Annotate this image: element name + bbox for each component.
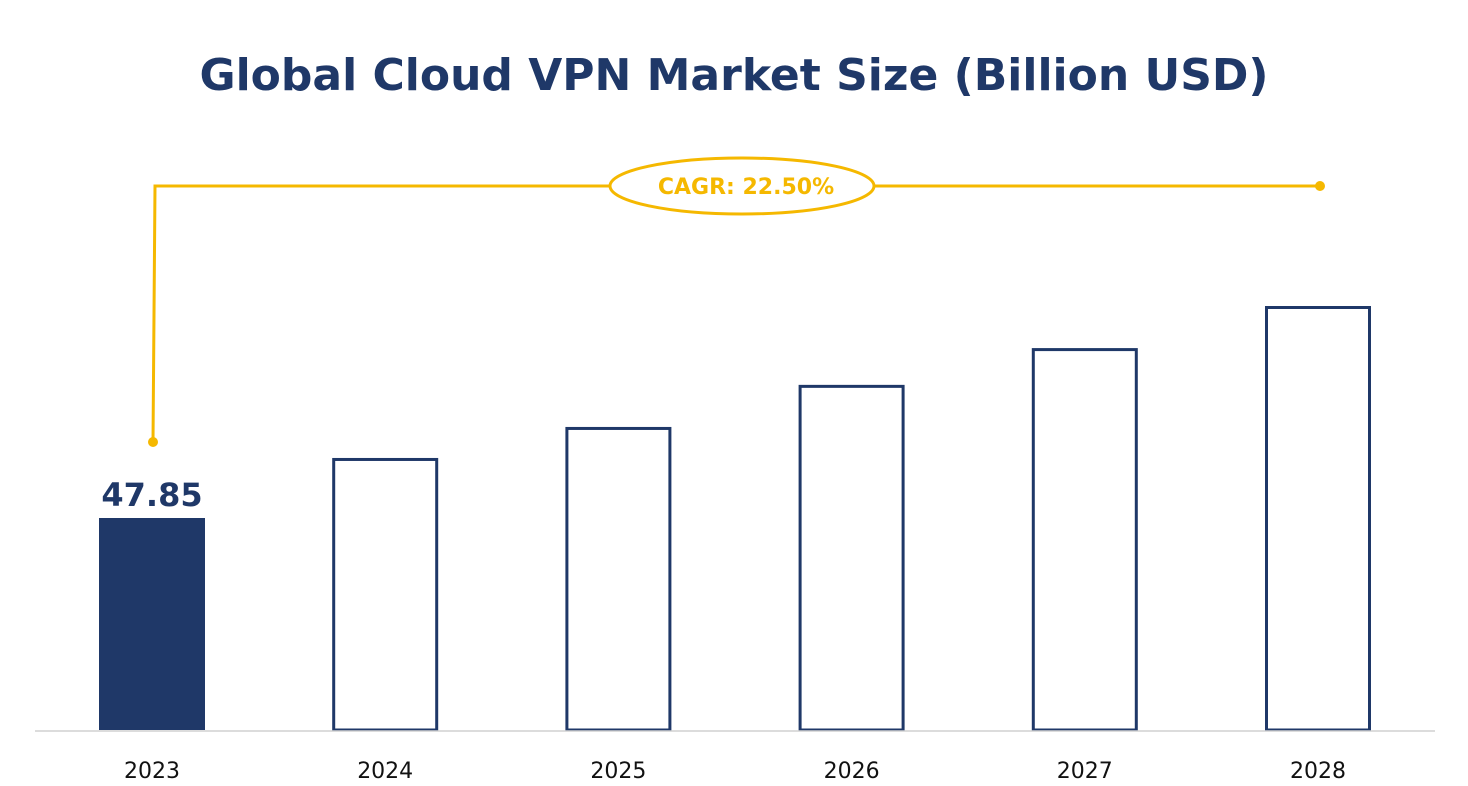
bar-2025 (565, 426, 672, 732)
data-label-2023: 47.85 (101, 476, 202, 514)
x-axis-ticks: 2023 2024 2025 2026 2027 2028 (124, 759, 1346, 784)
x-tick-label-2024: 2024 (357, 759, 413, 784)
bar-2026 (798, 384, 905, 732)
cagr-end-dot (1315, 181, 1325, 191)
x-tick-label-2026: 2026 (824, 759, 880, 784)
bar-2024 (332, 457, 439, 732)
cagr-label: CAGR: 22.50% (658, 175, 834, 200)
x-tick-label-2025: 2025 (590, 759, 646, 784)
bar-2023 (99, 518, 205, 730)
bar-2027 (1031, 348, 1138, 732)
x-tick-label-2027: 2027 (1057, 759, 1113, 784)
x-tick-label-2028: 2028 (1290, 759, 1346, 784)
cagr-connector-line (151, 184, 1320, 443)
chart-title: Global Cloud VPN Market Size (Billion US… (199, 50, 1268, 101)
cagr-ellipse (608, 156, 876, 216)
cagr-start-dot (148, 437, 158, 447)
cagr-annotation: CAGR: 22.50% (148, 156, 1325, 447)
x-tick-label-2023: 2023 (124, 759, 180, 784)
bars-group: 47.85 (99, 306, 1371, 732)
bar-2028 (1265, 306, 1371, 732)
